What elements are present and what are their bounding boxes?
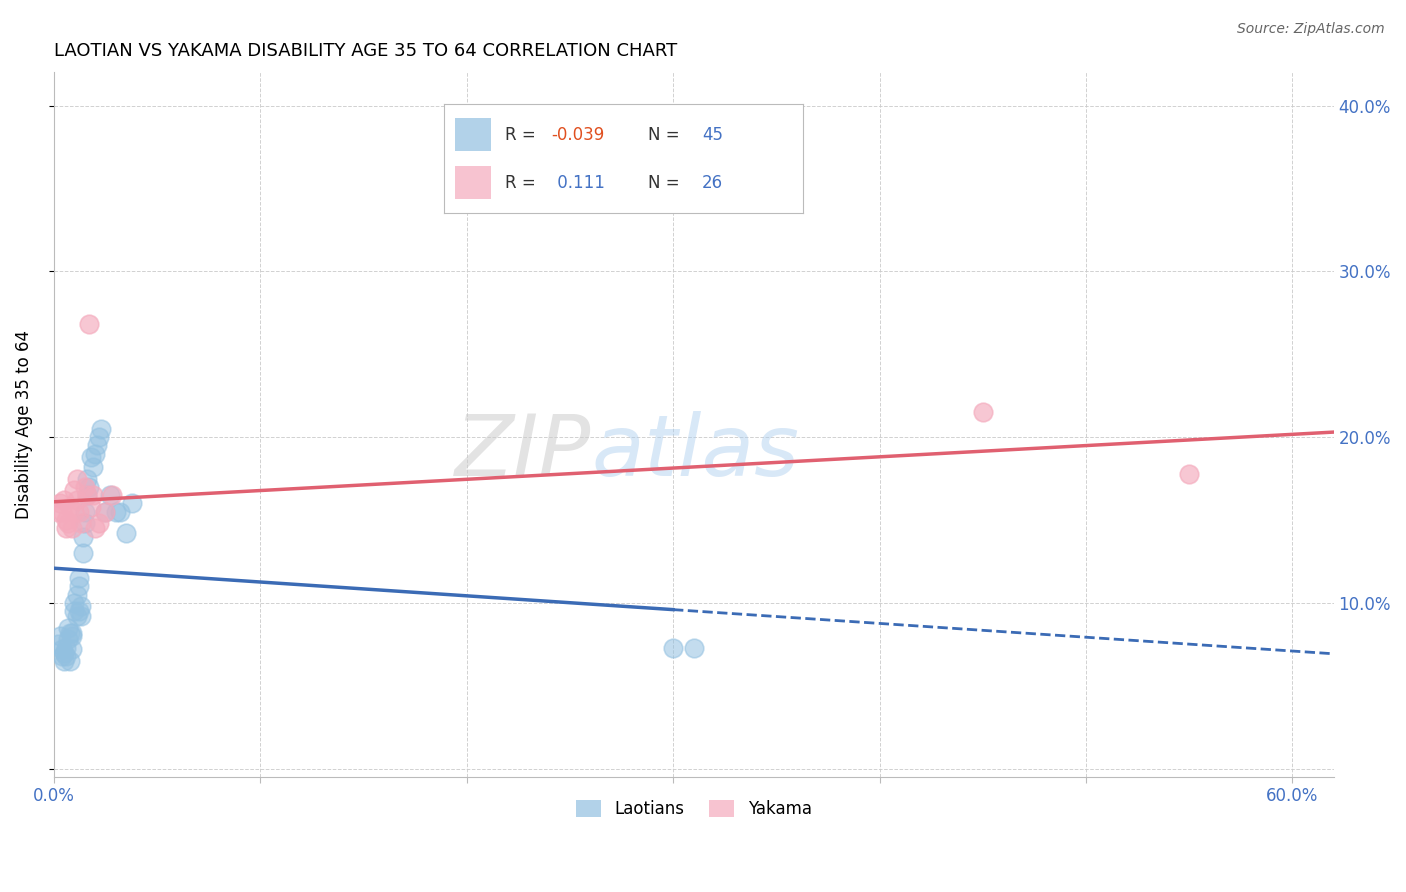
Point	[77, 480, 100, 494]
Point	[72, 546, 94, 560]
Point	[55, 648, 77, 663]
Point	[89, 430, 111, 444]
Point	[69, 516, 91, 531]
Text: Source: ZipAtlas.com: Source: ZipAtlas.com	[1237, 22, 1385, 37]
Point	[98, 488, 121, 502]
Point	[94, 505, 117, 519]
Point	[77, 318, 100, 332]
Point	[69, 609, 91, 624]
Point	[76, 471, 98, 485]
Point	[49, 629, 72, 643]
Point	[59, 500, 82, 514]
Point	[62, 625, 84, 640]
Point	[65, 493, 87, 508]
Point	[94, 505, 117, 519]
Text: atlas: atlas	[592, 411, 800, 494]
Point	[67, 579, 90, 593]
Point	[115, 526, 138, 541]
Point	[89, 516, 111, 531]
Point	[72, 529, 94, 543]
Point	[76, 488, 98, 502]
Point	[58, 632, 80, 647]
Point	[63, 604, 86, 618]
Legend: Laotians, Yakama: Laotians, Yakama	[569, 793, 818, 825]
Point	[62, 521, 84, 535]
Point	[108, 505, 131, 519]
Point	[63, 505, 86, 519]
Point	[63, 483, 86, 497]
Point	[1178, 467, 1201, 481]
Point	[58, 621, 80, 635]
Point	[82, 459, 104, 474]
Point	[59, 654, 82, 668]
Point	[82, 488, 104, 502]
Text: ZIP: ZIP	[456, 411, 592, 494]
Point	[69, 599, 91, 614]
Point	[84, 447, 107, 461]
Point	[80, 500, 103, 514]
Point	[55, 640, 77, 655]
Point	[682, 640, 704, 655]
Point	[76, 488, 98, 502]
Point	[55, 521, 77, 535]
Point	[73, 480, 96, 494]
Point	[53, 654, 76, 668]
Point	[100, 488, 122, 502]
Point	[104, 505, 127, 519]
Point	[51, 505, 73, 519]
Point	[59, 625, 82, 640]
Point	[67, 571, 90, 585]
Point	[662, 640, 685, 655]
Point	[121, 496, 143, 510]
Point	[86, 438, 108, 452]
Point	[73, 516, 96, 531]
Point	[972, 405, 994, 419]
Point	[62, 629, 84, 643]
Point	[84, 521, 107, 535]
Point	[63, 596, 86, 610]
Point	[90, 422, 112, 436]
Point	[53, 646, 76, 660]
Point	[58, 516, 80, 531]
Point	[73, 505, 96, 519]
Point	[65, 471, 87, 485]
Point	[62, 642, 84, 657]
Point	[46, 637, 69, 651]
Point	[51, 642, 73, 657]
Point	[49, 496, 72, 510]
Point	[65, 588, 87, 602]
Point	[67, 505, 90, 519]
Point	[65, 609, 87, 624]
Point	[80, 450, 103, 464]
Point	[53, 493, 76, 508]
Point	[51, 648, 73, 663]
Point	[55, 513, 77, 527]
Point	[46, 505, 69, 519]
Y-axis label: Disability Age 35 to 64: Disability Age 35 to 64	[15, 330, 32, 519]
Point	[67, 604, 90, 618]
Text: LAOTIAN VS YAKAMA DISABILITY AGE 35 TO 64 CORRELATION CHART: LAOTIAN VS YAKAMA DISABILITY AGE 35 TO 6…	[53, 42, 678, 60]
